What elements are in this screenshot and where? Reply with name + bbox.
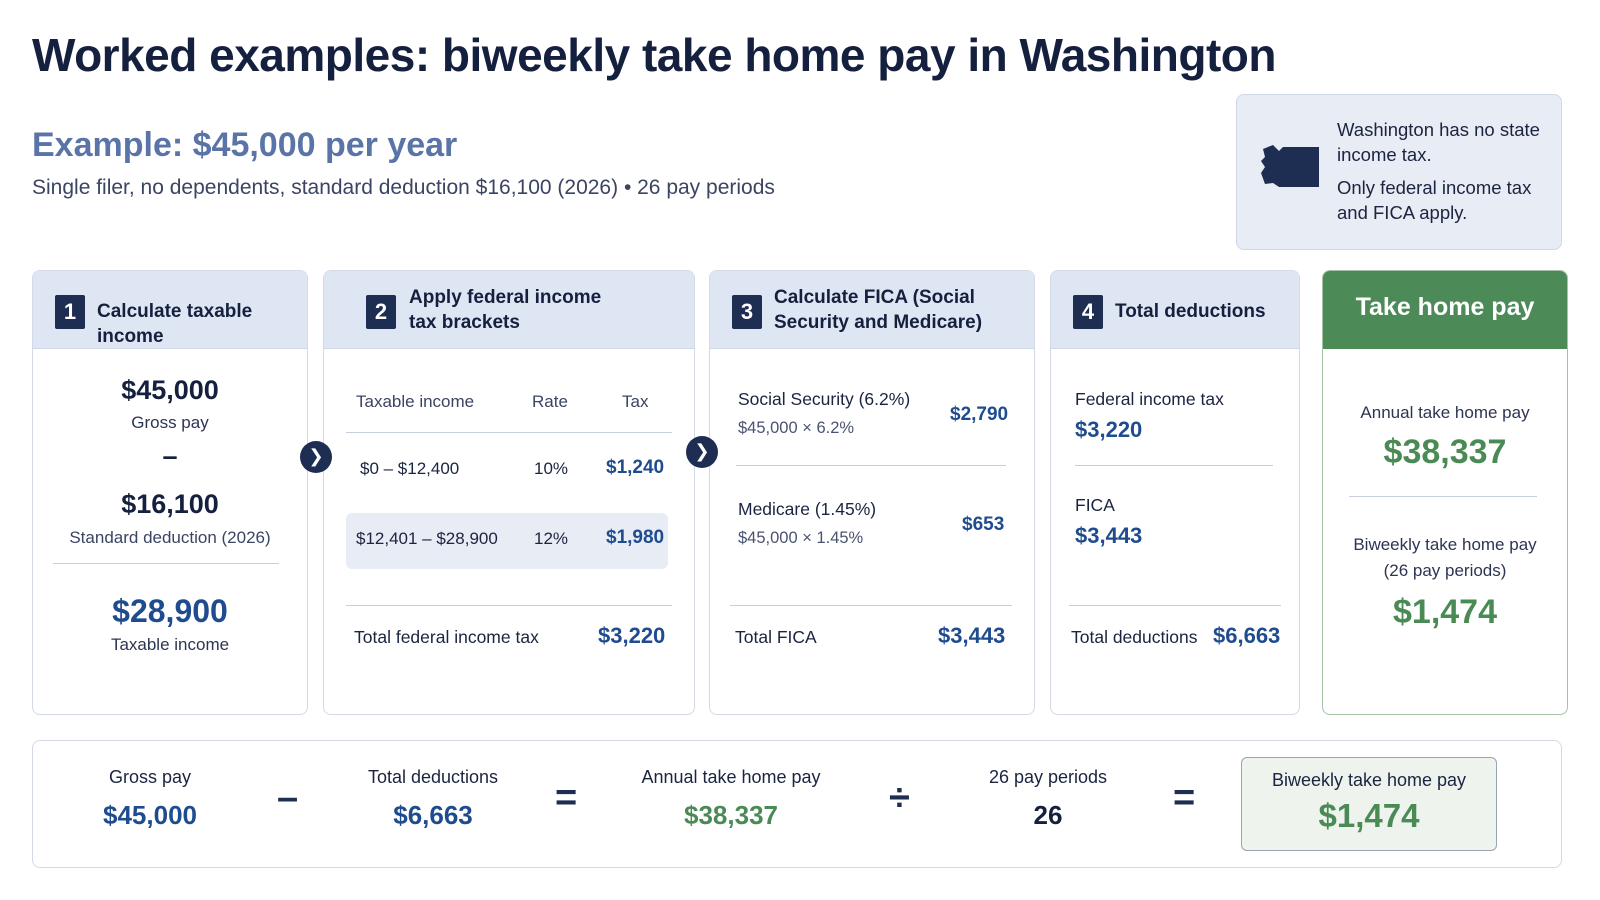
chevron-right-icon: ❯ — [686, 436, 718, 468]
summary-biweekly-label: Biweekly take home pay — [1271, 770, 1467, 790]
summary-gross-label: Gross pay — [108, 767, 192, 787]
summary-formula: Gross pay $45,000 – Total deductions $6,… — [32, 740, 1562, 868]
summary-biweekly-box: Biweekly take home pay $1,474 — [1241, 757, 1497, 851]
summary-annual-label: Annual take home pay — [641, 767, 821, 787]
biweekly-take-home-value: $1,474 — [1393, 593, 1497, 631]
bracket-2-range: $12,401 – $28,900 — [356, 529, 498, 548]
total-fica-label: Total FICA — [735, 627, 817, 647]
col-tax: Tax — [622, 392, 649, 411]
deduction-label: Standard deduction (2026) — [69, 528, 271, 547]
medicare-label: Medicare (1.45%) — [738, 499, 877, 519]
example-assumptions: Single filer, no dependents, standard de… — [32, 176, 775, 199]
summary-annual-value: $38,337 — [684, 800, 778, 830]
biweekly-take-home-label: Biweekly take home pay — [1353, 535, 1537, 554]
minus-sign: – — [162, 441, 178, 471]
gross-pay-label: Gross pay — [131, 413, 209, 432]
total-federal-tax-value: $3,220 — [598, 623, 666, 648]
summary-periods-value: 26 — [1033, 800, 1063, 830]
taxable-income-label: Taxable income — [110, 635, 230, 654]
divider — [1349, 496, 1537, 497]
take-home-header: Take home pay — [1323, 271, 1567, 349]
federal-income-tax-label: Federal income tax — [1075, 389, 1224, 409]
col-rate: Rate — [532, 392, 568, 411]
washington-state-map-icon — [1261, 145, 1319, 187]
step1-label: Calculate taxable income — [97, 301, 253, 347]
total-deductions-value: $6,663 — [1213, 623, 1281, 648]
step3-label: Calculate FICA (Social Security and Medi… — [774, 287, 983, 333]
step4-number: 4 — [1073, 295, 1103, 329]
divider — [53, 563, 279, 564]
highlighted-bracket-row — [346, 513, 668, 569]
fica-value: $3,443 — [1075, 523, 1143, 548]
divider — [1075, 465, 1273, 466]
fica-label: FICA — [1075, 495, 1115, 515]
summary-periods-label: 26 pay periods — [988, 767, 1108, 787]
summary-annual: Annual take home pay $38,337 — [631, 767, 831, 831]
minus-operator: – — [277, 777, 299, 819]
step4-card: 4 Total deductions Federal income tax $3… — [1050, 270, 1300, 715]
note-line-2: Only federal income tax and FICA apply. — [1337, 177, 1532, 223]
equals-operator: = — [1173, 777, 1196, 819]
deduction-value: $16,100 — [121, 489, 219, 519]
summary-biweekly-value: $1,474 — [1318, 797, 1420, 834]
chevron-right-icon: ❯ — [300, 441, 332, 473]
step3-header: 3 Calculate FICA (Social Security and Me… — [710, 271, 1034, 349]
summary-deductions-value: $6,663 — [393, 800, 473, 830]
step2-card: 2 Apply federal income tax brackets Taxa… — [323, 270, 695, 715]
total-fica-value: $3,443 — [938, 623, 1006, 648]
summary-gross-value: $45,000 — [103, 800, 197, 830]
step4-header: 4 Total deductions — [1051, 271, 1299, 349]
step2-number: 2 — [366, 295, 396, 329]
gross-pay-value: $45,000 — [121, 375, 219, 405]
step3-card: 3 Calculate FICA (Social Security and Me… — [709, 270, 1035, 715]
divider — [730, 605, 1012, 606]
annual-take-home-value: $38,337 — [1383, 433, 1507, 471]
step4-label: Total deductions — [1115, 301, 1266, 322]
note-line-1: Washington has no state income tax. — [1337, 119, 1540, 165]
take-home-title: Take home pay — [1355, 293, 1535, 321]
page-title: Worked examples: biweekly take home pay … — [32, 29, 1276, 81]
equals-operator: = — [555, 777, 578, 819]
medicare-value: $653 — [962, 514, 1005, 535]
bracket-2-tax: $1,980 — [606, 527, 665, 548]
bracket-2-rate: 12% — [534, 529, 569, 548]
divide-operator: ÷ — [889, 777, 910, 819]
summary-periods: 26 pay periods 26 — [973, 767, 1123, 831]
pay-periods-note: (26 pay periods) — [1383, 561, 1507, 580]
divider — [1069, 605, 1281, 606]
col-taxable-income: Taxable income — [356, 392, 475, 411]
example-heading: Example: $45,000 per year — [32, 126, 458, 164]
divider — [736, 465, 1006, 466]
step2-label: Apply federal income tax brackets — [409, 287, 602, 333]
total-deductions-label: Total deductions — [1071, 627, 1198, 647]
step1-card: 1 Calculate taxable income $45,000 Gross… — [32, 270, 308, 715]
step2-header: 2 Apply federal income tax brackets — [324, 271, 694, 349]
annual-take-home-label: Annual take home pay — [1360, 403, 1530, 422]
summary-deductions-label: Total deductions — [367, 767, 499, 787]
medicare-calc: $45,000 × 1.45% — [738, 529, 864, 547]
social-security-value: $2,790 — [950, 404, 1009, 425]
total-federal-tax-label: Total federal income tax — [354, 627, 539, 647]
social-security-calc: $45,000 × 6.2% — [738, 419, 855, 437]
federal-income-tax-value: $3,220 — [1075, 417, 1143, 442]
taxable-income-value: $28,900 — [112, 593, 228, 629]
take-home-card: Take home pay Annual take home pay $38,3… — [1322, 270, 1568, 715]
step3-number: 3 — [732, 295, 762, 329]
divider — [346, 605, 672, 606]
no-state-tax-note: Washington has no state income tax. Only… — [1236, 94, 1562, 250]
social-security-label: Social Security (6.2%) — [738, 389, 911, 409]
step1-number: 1 — [55, 295, 85, 329]
bracket-1-tax: $1,240 — [606, 457, 665, 478]
divider — [346, 432, 672, 433]
bracket-1-range: $0 – $12,400 — [360, 459, 460, 478]
step1-header: 1 Calculate taxable income — [33, 271, 307, 349]
summary-deductions: Total deductions $6,663 — [353, 767, 513, 831]
bracket-1-rate: 10% — [534, 459, 569, 478]
summary-gross: Gross pay $45,000 — [85, 767, 215, 831]
